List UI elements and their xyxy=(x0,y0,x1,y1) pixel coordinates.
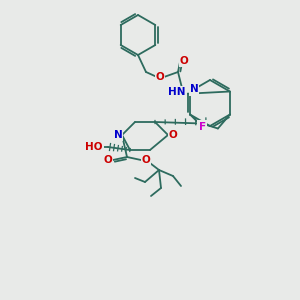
Text: O: O xyxy=(156,72,164,82)
Text: O: O xyxy=(103,155,112,165)
Text: HO: HO xyxy=(85,142,103,152)
Text: O: O xyxy=(142,155,150,165)
Text: N: N xyxy=(114,130,122,140)
Text: HN: HN xyxy=(168,87,186,97)
Text: O: O xyxy=(169,130,177,140)
Text: N: N xyxy=(190,85,199,94)
Text: O: O xyxy=(180,56,188,66)
Text: F: F xyxy=(199,122,206,131)
